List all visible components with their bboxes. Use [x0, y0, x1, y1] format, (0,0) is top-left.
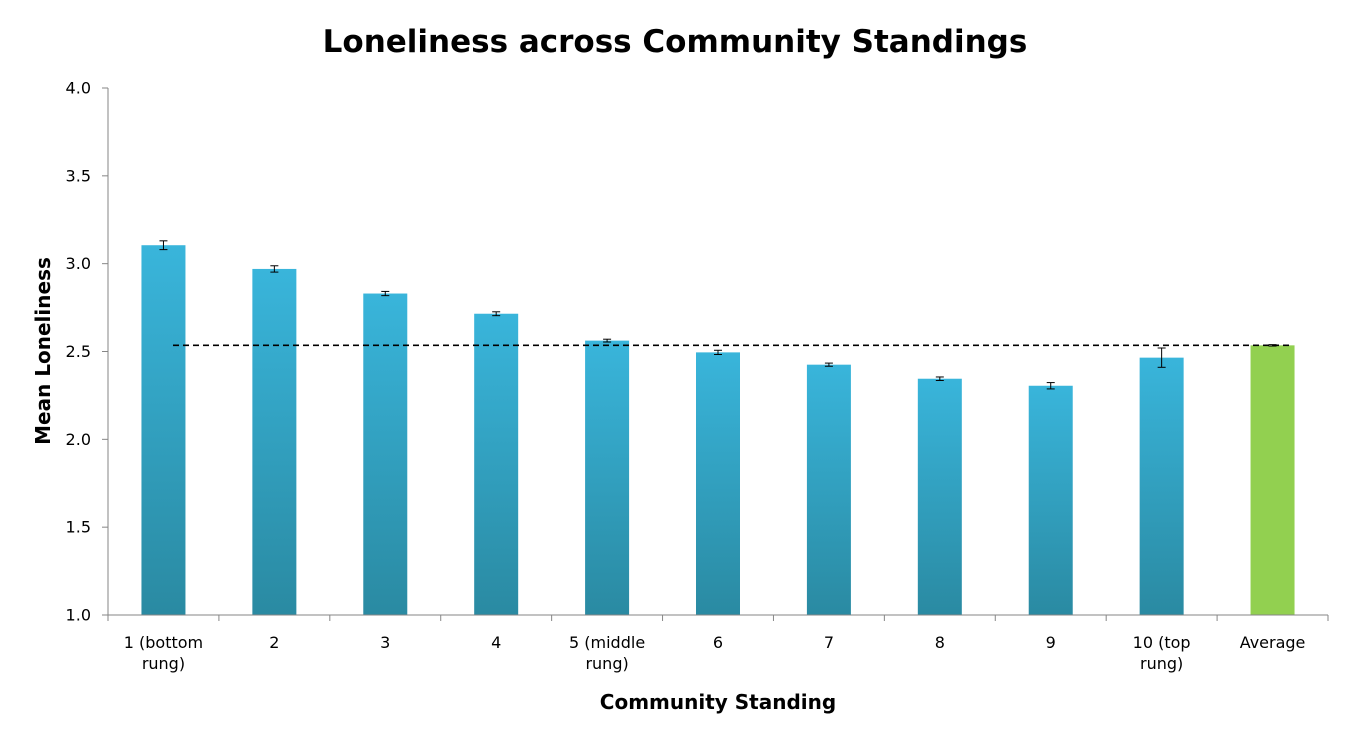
plot-area: 1.0 1.5 2.0 2.5 3.0 3.5 4.0 1 (bottom rung) 2 3 4 5 … — [66, 79, 1329, 673]
y-tick-label-6: 3.5 — [66, 166, 91, 185]
x-tick-label-10: 10 (top rung) — [1133, 633, 1191, 673]
x-tick-label-line: 2 — [269, 633, 279, 652]
bar-6 — [696, 352, 740, 615]
x-tick-label-3: 3 — [380, 633, 390, 652]
x-tick-label-line: 4 — [491, 633, 501, 652]
y-tick-label-1: 1.0 — [66, 606, 91, 625]
x-tick-label-line: 8 — [935, 633, 945, 652]
x-tick-label-6: 6 — [713, 633, 723, 652]
x-tick-label-1: 1 (bottom rung) — [124, 633, 203, 673]
y-tick-label-2: 1.5 — [66, 518, 91, 537]
x-tick-label-2: 2 — [269, 633, 279, 652]
y-axis-title: Mean Loneliness — [31, 257, 55, 445]
x-tick-label-line: 9 — [1046, 633, 1056, 652]
bar-7 — [806, 364, 851, 615]
bar-1 — [141, 245, 186, 615]
bar-4 — [474, 313, 519, 615]
x-tick-label-line: 3 — [380, 633, 390, 652]
x-tick-label-line: rung) — [585, 654, 628, 673]
bar-8 — [917, 378, 962, 615]
x-axis-title: Community Standing — [600, 690, 836, 714]
x-tick-label-8: 8 — [935, 633, 945, 652]
y-tick-label-7: 4.0 — [66, 79, 91, 98]
chart-title: Loneliness across Community Standings — [323, 24, 1028, 60]
bar-10 — [1139, 357, 1184, 615]
y-tick-label-3: 2.0 — [66, 430, 91, 449]
x-tick-label-line: 7 — [824, 633, 834, 652]
x-tick-label-4: 4 — [491, 633, 501, 652]
bar-5 — [585, 340, 630, 615]
x-tick-label-line: 6 — [713, 633, 723, 652]
bar-2 — [252, 268, 297, 615]
x-tick-label-line: Average — [1240, 633, 1306, 652]
x-tick-label-5: 5 (middle rung) — [569, 633, 645, 673]
x-tick-label-line: rung) — [1140, 654, 1183, 673]
x-tick-label-line: 5 (middle — [569, 633, 645, 652]
x-tick-label-line: 10 (top — [1133, 633, 1191, 652]
y-tick-label-5: 3.0 — [66, 254, 91, 273]
bar-3 — [363, 293, 408, 615]
y-tick-label-4: 2.5 — [66, 342, 91, 361]
x-tick-label-11: Average — [1240, 633, 1306, 652]
x-tick-label-line: rung) — [142, 654, 185, 673]
bar-9 — [1028, 385, 1073, 615]
x-tick-label-line: 1 (bottom — [124, 633, 203, 652]
x-tick-label-7: 7 — [824, 633, 834, 652]
x-tick-label-9: 9 — [1046, 633, 1056, 652]
bar-11 — [1250, 345, 1295, 615]
